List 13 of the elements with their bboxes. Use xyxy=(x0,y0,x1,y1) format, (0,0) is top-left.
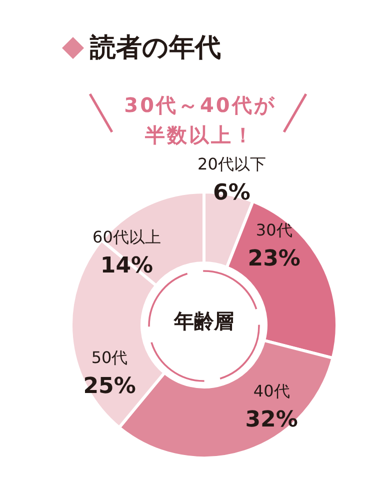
slice-label: 60代以上 xyxy=(92,227,161,246)
data-label: 25% xyxy=(83,374,136,400)
data-label: 23% xyxy=(248,246,300,272)
slice-label: 40代 xyxy=(253,382,290,401)
text: 年齢層 xyxy=(172,308,235,335)
data-label: 14% xyxy=(100,253,154,278)
chart-title: 読者の年代 xyxy=(90,32,221,65)
data-label: 6% xyxy=(213,180,250,206)
slice-label: 20代以下 xyxy=(198,154,266,174)
slice-label: 30代 xyxy=(256,220,292,240)
slice-label: 50代 xyxy=(91,348,128,368)
chart-subtitle: 30代～40代が半数以上！ xyxy=(123,92,277,149)
data-label: 32% xyxy=(245,408,298,433)
